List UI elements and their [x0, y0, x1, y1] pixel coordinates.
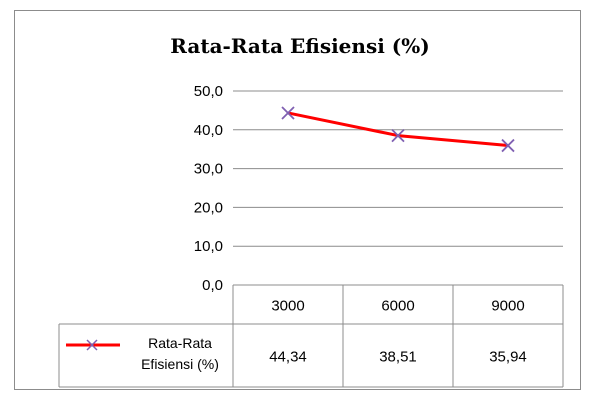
legend-marker-icon — [86, 339, 98, 351]
chart-frame — [14, 10, 581, 390]
marker-stroke — [391, 128, 405, 143]
data-point-marker — [281, 106, 295, 120]
data-point-marker — [391, 128, 405, 143]
legend-label: Efisiensi (%) — [141, 356, 219, 372]
series-line — [287, 111, 509, 148]
data-table: 3000 6000 9000 44,34 38,51 35,94 Rata-Rata Efis… — [58, 284, 564, 388]
y-tick-label: 0,0 — [202, 277, 223, 294]
category-label: 9000 — [491, 298, 524, 315]
data-value-label: 38,51 — [379, 349, 417, 366]
y-tick-labels: 0,0 10,0 20,0 30,0 40,0 50,0 — [194, 83, 223, 294]
chart-title: Rata-Rata Efisiensi (%) — [170, 34, 429, 58]
y-tick-label: 20,0 — [194, 199, 223, 216]
series-line-group — [281, 106, 515, 153]
data-value-label: 44,34 — [269, 349, 307, 366]
y-tick-label: 30,0 — [194, 161, 223, 178]
y-tick-label: 10,0 — [194, 238, 223, 255]
y-tick-label: 40,0 — [194, 122, 223, 139]
legend-label: Rata-Rata — [148, 335, 212, 351]
y-tick-label: 50,0 — [194, 83, 223, 100]
marker-stroke — [281, 106, 295, 120]
marker-stroke — [501, 138, 515, 153]
data-point-marker — [501, 138, 515, 153]
grid-lines — [233, 90, 563, 247]
category-label: 3000 — [271, 298, 304, 315]
category-label: 6000 — [381, 298, 414, 315]
data-value-label: 35,94 — [489, 349, 527, 366]
